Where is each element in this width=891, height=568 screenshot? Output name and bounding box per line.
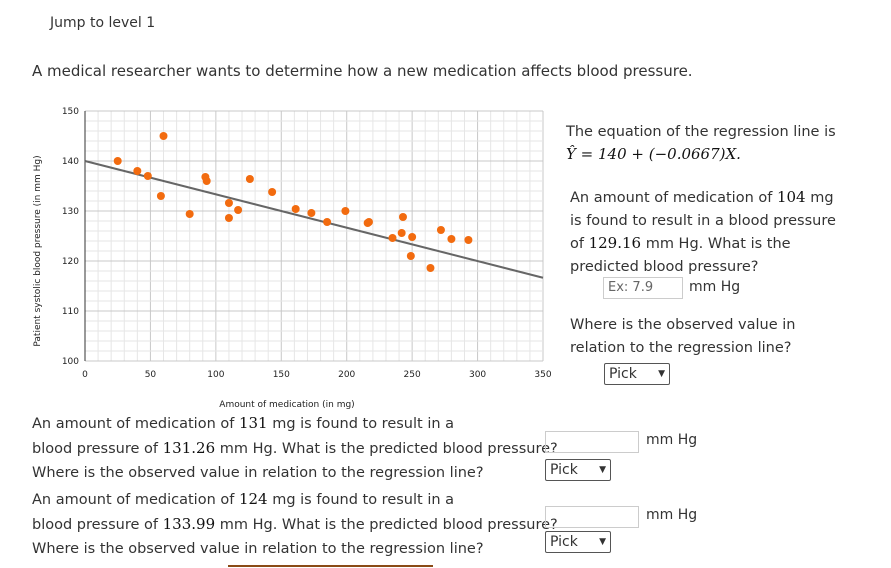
data-point: [245, 175, 254, 183]
x-tick-label: 300: [469, 370, 486, 380]
chevron-down-icon: ▼: [599, 465, 606, 475]
select-value: Pick: [550, 462, 578, 478]
data-point: [426, 264, 435, 272]
q3-text: mg is found to result in a: [267, 492, 455, 508]
question-1: An amount of medication of 104 mg is fou…: [570, 186, 836, 278]
data-point: [436, 226, 445, 234]
x-tick-label: 100: [207, 370, 224, 380]
data-point: [447, 235, 456, 243]
q1-text: predicted blood pressure?: [570, 258, 759, 275]
q3-text: An amount of medication of: [32, 492, 239, 508]
q3-bp: 133.99: [162, 515, 216, 533]
data-point: [143, 172, 152, 180]
regression-line: [84, 160, 544, 279]
data-point: [341, 207, 350, 215]
q3-relation-select[interactable]: Pick ▼: [545, 531, 611, 553]
equation: Ŷ = 140 + (−0.0667)X.: [566, 145, 741, 163]
x-axis-label: Amount of medication (in mg): [219, 400, 354, 410]
q2-text: mm Hg. What is the predicted blood press…: [215, 441, 558, 457]
data-point: [156, 192, 165, 200]
data-point: [185, 210, 194, 218]
select-value: Pick: [550, 534, 578, 550]
data-point: [464, 236, 473, 244]
data-point: [224, 199, 233, 207]
x-tick-label: 0: [82, 370, 88, 380]
q3-unit: mm Hg: [646, 507, 698, 523]
q2-relation-text: Where is the observed value in relation …: [32, 465, 484, 481]
q1-text: is found to result in a blood pressure: [570, 212, 836, 229]
chevron-down-icon: ▼: [599, 537, 606, 547]
divider: [228, 565, 433, 567]
question-3: An amount of medication of 124 mg is fou…: [32, 487, 558, 561]
data-point: [224, 214, 233, 222]
q3-relation-text: Where is the observed value in relation …: [32, 541, 484, 557]
x-tick-label: 250: [404, 370, 421, 380]
q1-predicted-input[interactable]: Ex: 7.9: [603, 277, 683, 299]
x-tick-label: 50: [145, 370, 157, 380]
q2-text: An amount of medication of: [32, 416, 239, 432]
q2-relation-select[interactable]: Pick ▼: [545, 459, 611, 481]
data-point: [323, 218, 332, 226]
q2-mg: 131: [238, 414, 268, 432]
y-tick-label: 120: [62, 257, 79, 267]
q3-text: mm Hg. What is the predicted blood press…: [215, 517, 558, 533]
side-question: The equation of the regression line is Ŷ…: [566, 121, 836, 165]
chevron-down-icon: ▼: [658, 369, 665, 379]
q1-text: An amount of medication of: [570, 190, 777, 206]
equation-label: The equation of the regression line is: [566, 124, 836, 140]
data-point: [397, 229, 406, 237]
q1-unit: mm Hg: [689, 279, 741, 295]
data-point: [406, 252, 415, 260]
data-point: [268, 188, 277, 196]
q3-mg: 124: [238, 490, 268, 508]
data-point: [159, 132, 168, 140]
q3-predicted-input[interactable]: [545, 506, 639, 528]
q1-relation-select[interactable]: Pick ▼: [604, 363, 670, 385]
q1-mg: 104: [776, 188, 806, 206]
q1-relation-text: relation to the regression line?: [570, 339, 792, 356]
q2-predicted-input[interactable]: [545, 431, 639, 453]
x-tick-label: 150: [273, 370, 290, 380]
data-point: [307, 209, 316, 217]
y-tick-label: 140: [62, 157, 79, 167]
select-value: Pick: [609, 366, 637, 382]
data-point: [408, 233, 417, 241]
q2-bp: 131.26: [162, 439, 216, 457]
x-tick-label: 350: [534, 370, 551, 380]
q1-bp: 129.16: [588, 234, 642, 252]
y-tick-label: 100: [62, 357, 79, 367]
data-point: [133, 167, 142, 175]
data-point: [113, 157, 122, 165]
q1-text: of: [570, 236, 589, 252]
q3-text: blood pressure of: [32, 517, 163, 533]
data-point: [234, 206, 243, 214]
y-axis-label: Patient systolic blood pressure (in mm H…: [33, 155, 43, 346]
x-tick-label: 200: [338, 370, 355, 380]
scatter-chart: 0 50 100 150 200 250 300 350 100 110 120 130 140 150 A…: [33, 107, 552, 410]
q2-unit: mm Hg: [646, 432, 698, 448]
y-tick-label: 150: [62, 107, 79, 117]
y-tick-label: 130: [62, 207, 79, 217]
data-point: [364, 218, 373, 226]
q2-text: mg is found to result in a: [267, 416, 455, 432]
data-point: [398, 213, 407, 221]
jump-to-level-link[interactable]: Jump to level 1: [50, 15, 156, 31]
q1-text: mm Hg. What is the: [641, 236, 791, 252]
q1-relation-text: Where is the observed value in: [570, 317, 796, 333]
question-2: An amount of medication of 131 mg is fou…: [32, 411, 558, 485]
data-point: [202, 177, 211, 185]
data-point: [388, 234, 397, 242]
q1-text: mg: [805, 190, 834, 206]
q2-text: blood pressure of: [32, 441, 163, 457]
intro-text: A medical researcher wants to determine …: [32, 62, 693, 80]
y-tick-label: 110: [62, 307, 79, 317]
data-point: [291, 205, 300, 213]
